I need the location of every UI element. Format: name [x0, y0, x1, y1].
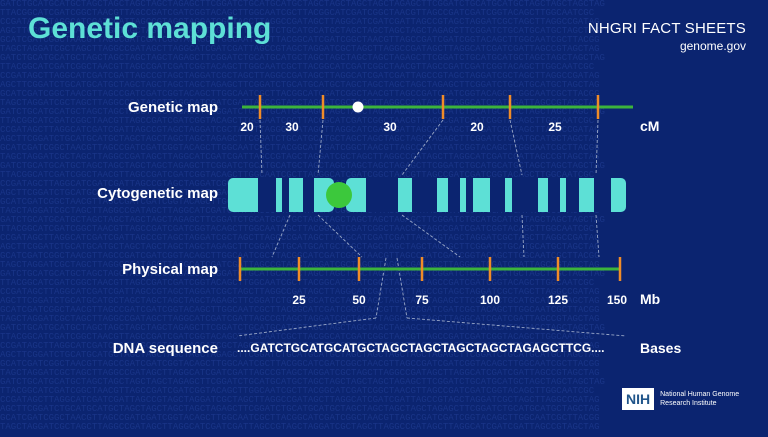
genetic-interval-label: 30 — [383, 120, 397, 134]
connector-line — [375, 257, 387, 319]
genetic-interval-label: 20 — [240, 120, 254, 134]
physical-tick-label: 50 — [352, 293, 366, 307]
nih-logo: NIH National Human Genome Research Insti… — [622, 388, 750, 410]
connector-line — [595, 119, 599, 176]
brand-fact-sheets: NHGRI FACT SHEETS — [587, 20, 746, 37]
genetic-map-label: Genetic map — [127, 99, 218, 116]
connector-line — [401, 214, 461, 258]
connector-line — [509, 119, 523, 176]
chromosome-band — [566, 178, 579, 212]
genetic-map-markers — [258, 95, 600, 119]
page-title: Genetic mapping — [28, 12, 272, 45]
connector-line — [317, 119, 324, 176]
nih-institute-name: National Human Genome Research Institute — [660, 390, 750, 408]
nih-logo-mark: NIH — [622, 388, 655, 410]
dna-unit: Bases — [640, 340, 682, 356]
connector-line — [317, 214, 363, 258]
connector-line — [236, 317, 377, 337]
chromosome-band — [258, 178, 276, 212]
connector-line — [271, 214, 291, 258]
nih-institute-line1: National Human Genome — [660, 391, 740, 398]
genetic-interval-label: 30 — [285, 120, 299, 134]
chromosome-band — [303, 178, 314, 212]
genetic-interval-label: 20 — [470, 120, 484, 134]
physical-tick-label: 75 — [415, 293, 429, 307]
connector-line — [595, 214, 600, 258]
chromosome-band — [366, 178, 398, 212]
physical-tick-label: 150 — [606, 293, 628, 307]
chromosome-band — [412, 178, 437, 212]
connector-line — [406, 317, 627, 337]
connector-line — [521, 214, 525, 258]
chromosome-band — [448, 178, 460, 212]
physical-map-markers — [238, 257, 622, 281]
dna-sequence-text: ....GATCTGCATGCATGCTAGCTAGCTAGCTAGCTAGAG… — [237, 341, 605, 355]
physical-tick-label: 125 — [547, 293, 569, 307]
chromosome-band — [282, 178, 289, 212]
genetic-interval-label: 25 — [548, 120, 562, 134]
connector-line — [396, 257, 408, 319]
chromosome-band — [490, 178, 505, 212]
chromosome-short-arm — [228, 178, 334, 212]
brand-website: genome.gov — [679, 39, 746, 53]
genetic-map-unit: cM — [640, 118, 660, 134]
nih-institute-line2: Research Institute — [660, 400, 717, 407]
physical-tick-label: 25 — [292, 293, 306, 307]
chromosome — [228, 178, 626, 212]
chromosome-band — [594, 178, 611, 212]
chromosome-band — [548, 178, 560, 212]
physical-map-unit: Mb — [640, 291, 661, 307]
chromosome-band — [466, 178, 473, 212]
chromosome-bands — [258, 178, 611, 212]
dna-sequence-label: DNA sequence — [112, 340, 218, 357]
chromosome-band — [512, 178, 538, 212]
centromere — [326, 182, 352, 208]
connector-line — [401, 119, 444, 176]
gene-position-dot — [352, 101, 364, 113]
connector-line — [259, 119, 263, 176]
physical-tick-label: 100 — [479, 293, 501, 307]
cytogenetic-map-label: Cytogenetic map — [97, 185, 218, 202]
brand-block: NHGRI FACT SHEETS genome.gov — [588, 20, 746, 53]
physical-map-label: Physical map — [122, 261, 218, 278]
